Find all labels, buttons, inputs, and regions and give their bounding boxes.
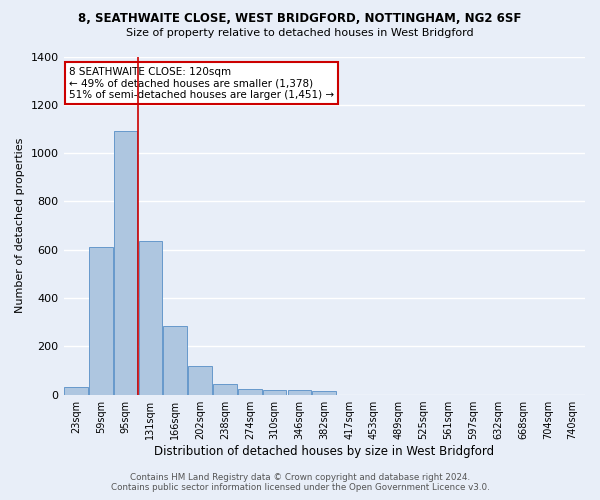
Text: Size of property relative to detached houses in West Bridgford: Size of property relative to detached ho… — [126, 28, 474, 38]
Text: 8, SEATHWAITE CLOSE, WEST BRIDGFORD, NOTTINGHAM, NG2 6SF: 8, SEATHWAITE CLOSE, WEST BRIDGFORD, NOT… — [79, 12, 521, 26]
Bar — [238, 388, 262, 394]
Bar — [89, 248, 113, 394]
Bar — [263, 390, 286, 394]
Bar — [188, 366, 212, 394]
Bar — [163, 326, 187, 394]
Y-axis label: Number of detached properties: Number of detached properties — [15, 138, 25, 313]
Bar — [313, 391, 336, 394]
Bar — [114, 132, 137, 394]
Text: 8 SEATHWAITE CLOSE: 120sqm
← 49% of detached houses are smaller (1,378)
51% of s: 8 SEATHWAITE CLOSE: 120sqm ← 49% of deta… — [69, 66, 334, 100]
X-axis label: Distribution of detached houses by size in West Bridgford: Distribution of detached houses by size … — [154, 444, 494, 458]
Bar — [213, 384, 237, 394]
Bar — [139, 241, 162, 394]
Text: Contains HM Land Registry data © Crown copyright and database right 2024.
Contai: Contains HM Land Registry data © Crown c… — [110, 473, 490, 492]
Bar — [64, 388, 88, 394]
Bar — [287, 390, 311, 394]
